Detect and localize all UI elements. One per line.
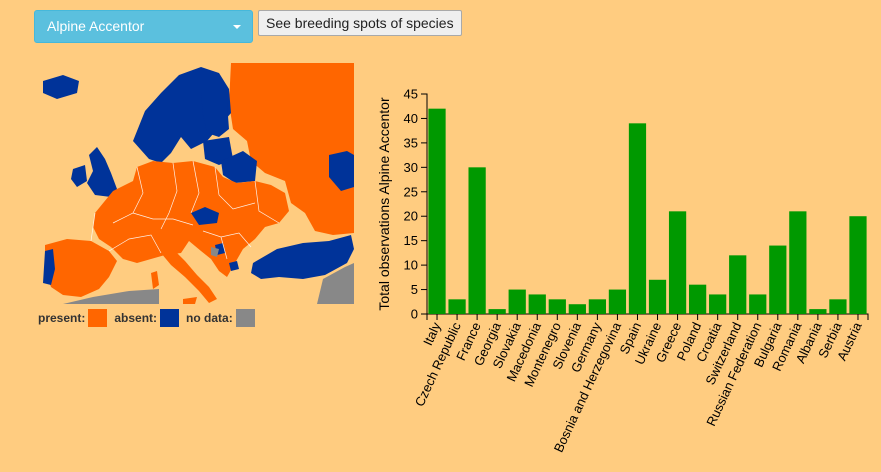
bar xyxy=(789,211,807,314)
map-legend: present: absent: no data: xyxy=(38,308,262,328)
species-dropdown-value: Alpine Accentor xyxy=(47,18,145,34)
y-tick-label: 0 xyxy=(411,307,418,322)
y-tick-label: 10 xyxy=(404,258,418,273)
x-axis-line xyxy=(426,313,869,320)
map-region-belarus xyxy=(221,151,257,183)
bar xyxy=(608,289,627,314)
map-region-nodata-east xyxy=(317,263,354,304)
bar xyxy=(568,304,586,314)
bar xyxy=(488,309,506,314)
y-tick-label: 45 xyxy=(404,87,418,102)
europe-distribution-map xyxy=(33,63,354,304)
map-region-balkans-absent-2 xyxy=(229,261,239,271)
y-axis-title: Total observations Alpine Accentor xyxy=(376,97,392,311)
species-dropdown[interactable]: Alpine Accentor xyxy=(34,10,253,43)
legend-present-swatch xyxy=(88,309,108,327)
bar xyxy=(709,294,727,314)
y-tick-label: 20 xyxy=(404,209,418,224)
bar xyxy=(548,299,566,314)
map-region-russia xyxy=(229,63,354,235)
y-tick-label: 40 xyxy=(404,111,418,126)
bar xyxy=(809,309,827,314)
map-region-italy xyxy=(161,249,217,303)
map-region-portugal xyxy=(43,249,55,285)
y-tick-label: 35 xyxy=(404,135,418,150)
see-breeding-spots-button[interactable]: See breeding spots of species xyxy=(258,10,462,36)
bar xyxy=(749,294,767,314)
map-region-baltics xyxy=(203,137,233,165)
map-region-sardinia xyxy=(151,271,159,289)
map-region-sicily xyxy=(183,297,197,304)
bar xyxy=(849,216,867,314)
legend-no-data-label: no data: xyxy=(186,311,233,325)
bar xyxy=(468,167,486,314)
y-tick-label: 25 xyxy=(404,184,418,199)
legend-absent-swatch xyxy=(160,309,180,327)
legend-absent-label: absent: xyxy=(114,311,158,325)
bar xyxy=(829,299,847,314)
bar xyxy=(528,294,546,314)
y-axis-line xyxy=(421,93,428,315)
map-region-turkey xyxy=(251,235,354,279)
map-region-hungary xyxy=(191,207,219,225)
y-tick-label: 30 xyxy=(404,160,418,175)
map-region-uk xyxy=(87,147,117,197)
bar xyxy=(588,299,607,314)
map-region-nodata-north-africa xyxy=(63,289,159,304)
bar xyxy=(769,245,787,314)
map-region-nodata-balkans xyxy=(211,247,219,257)
map-region-east-absent xyxy=(329,151,354,191)
bar xyxy=(628,123,647,314)
bar xyxy=(648,279,667,314)
y-tick-label: 5 xyxy=(411,282,418,297)
map-region-finland xyxy=(201,85,229,137)
bar xyxy=(688,284,707,314)
map-region-iberia xyxy=(45,239,117,297)
legend-present-label: present: xyxy=(38,311,86,325)
map-region-iceland xyxy=(43,75,79,99)
bar xyxy=(729,255,747,314)
bar xyxy=(508,289,526,314)
bar xyxy=(668,211,687,314)
y-tick-label: 15 xyxy=(404,233,418,248)
bar xyxy=(448,299,466,314)
chevron-down-icon xyxy=(233,25,241,29)
legend-no-data-swatch xyxy=(235,309,255,327)
map-region-ireland xyxy=(71,165,87,187)
bar xyxy=(428,108,446,314)
